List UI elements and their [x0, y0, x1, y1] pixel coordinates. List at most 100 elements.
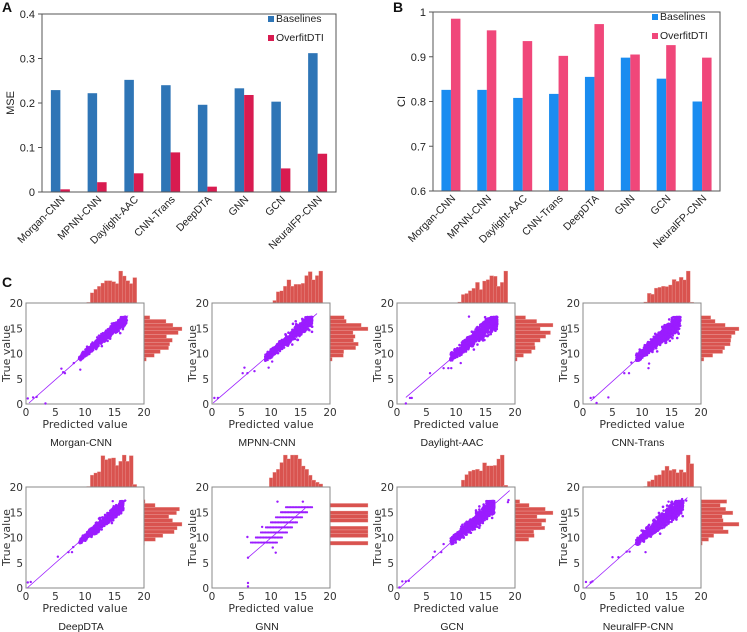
scatter-point: [667, 318, 671, 321]
ci-x-tick-label: GCN: [648, 193, 673, 218]
ci-y-tick-label: 0.8: [411, 97, 426, 109]
ci-x-categories: Morgan-CNNMPNN-CNNDaylight-AACCNN-TransD…: [406, 192, 709, 251]
y-tick-label: 5: [202, 374, 209, 386]
histogram-bar: [143, 529, 175, 534]
x-tick-label: 0: [23, 591, 30, 603]
histogram-bar: [143, 503, 156, 508]
y-tick-label: 20: [381, 298, 394, 310]
x-tick-label: 15: [479, 407, 492, 419]
ci-bar-chart: B 0.60.70.80.91 Morgan-CNNMPNN-CNNDaylig…: [393, 0, 721, 251]
scatter-point: [668, 339, 672, 343]
scatter-point: [90, 350, 93, 353]
histogram-bar: [514, 326, 541, 331]
scatter-point: [469, 336, 473, 340]
scatter-point-outlier: [679, 315, 682, 319]
scatter-point: [676, 317, 680, 321]
histogram-bar: [143, 353, 155, 358]
scatter-point: [300, 332, 303, 335]
scatter-point-outlier: [63, 371, 67, 375]
scatter-point: [649, 340, 652, 344]
predicted-histogram: [643, 270, 694, 304]
scatter-point: [489, 330, 493, 333]
scatter-point: [643, 353, 647, 357]
scatter-point: [303, 328, 306, 331]
y-tick-label: 10: [196, 349, 209, 361]
x-tick-label: 5: [52, 407, 59, 419]
scatter-point: [490, 325, 493, 328]
scatter-point: [464, 339, 468, 342]
scatter-point: [486, 317, 490, 320]
scatter-point-outlier: [442, 366, 445, 370]
true-value-histogram: [329, 503, 369, 546]
histogram-bar: [514, 323, 554, 328]
scatter-point: [273, 350, 277, 354]
scatter-point: [115, 322, 118, 325]
scatter-point: [476, 338, 480, 341]
ci-bar-baseline: [620, 57, 631, 191]
histogram-bar: [700, 323, 726, 328]
mse-bar-baseline: [124, 79, 134, 192]
scatter-point: [487, 319, 491, 322]
scatter-point: [479, 338, 482, 341]
ci-y-axis-title: CI: [396, 96, 408, 107]
scatter-point-outlier: [56, 555, 60, 558]
x-tick-label: 10: [264, 407, 277, 419]
x-tick-label: 20: [694, 407, 707, 419]
scatter-point: [465, 341, 469, 344]
scatter-point: [470, 344, 474, 348]
scatter-point: [103, 335, 107, 339]
histogram-bar: [329, 518, 369, 523]
scatter-point-outlier: [647, 362, 651, 365]
scatter-point-outlier: [447, 366, 450, 370]
scatter-point-outlier: [70, 550, 74, 554]
scatter-point-outlier: [607, 396, 610, 399]
fit-line: [212, 313, 318, 404]
scatter-point: [121, 327, 125, 331]
histogram-bar: [514, 319, 537, 324]
model-name: CNN-Trans: [612, 437, 665, 449]
mse-bar-overfitdti: [97, 182, 107, 192]
mse-bar-baseline: [308, 53, 318, 192]
mse-y-tick-label: 0.4: [20, 9, 35, 21]
x-tick-label: 5: [238, 407, 245, 419]
scatter-point: [661, 339, 664, 343]
mse-legend-swatch-overfitdti: [268, 35, 274, 41]
scatter-point-outlier: [675, 319, 679, 323]
panel-label-c: C: [2, 274, 12, 290]
scatter-point: [107, 511, 111, 515]
histogram-bar: [514, 334, 546, 339]
scatter-point: [291, 337, 294, 341]
scatter-point: [307, 324, 311, 327]
mse-x-categories: Morgan-CNNMPNN-CNNDaylight-AACCNN-TransD…: [15, 193, 324, 252]
mse-legend-swatch-baseline: [268, 16, 274, 22]
scatter-point: [100, 344, 104, 348]
histogram-bar: [329, 319, 347, 324]
mse-bar-baseline: [234, 88, 245, 192]
x-tick-label: 0: [209, 407, 216, 419]
predicted-histogram: [86, 454, 137, 488]
mse-bar-baseline: [161, 85, 171, 192]
ci-bar-baseline: [656, 78, 667, 191]
scatter-point: [88, 346, 91, 349]
scatter-point-outlier: [459, 361, 462, 365]
x-tick-label: 20: [137, 591, 150, 603]
scatter-point: [457, 347, 461, 351]
scatter-point: [669, 329, 673, 333]
histogram-bar: [129, 455, 134, 488]
scatter-point: [106, 328, 110, 331]
mse-x-tick-label: GNN: [226, 194, 251, 219]
scatter-point: [670, 322, 674, 326]
y-tick-label: 0: [16, 399, 23, 411]
x-tick-label: 20: [137, 407, 150, 419]
scatter-point-outlier: [589, 396, 592, 400]
scatter-point: [639, 357, 643, 361]
ci-x-tick-label: GNN: [612, 193, 637, 218]
histogram-bar: [700, 349, 723, 354]
scatter-point: [464, 347, 467, 351]
x-tick-label: 10: [449, 407, 462, 419]
y-axis-title: True value: [371, 325, 384, 383]
